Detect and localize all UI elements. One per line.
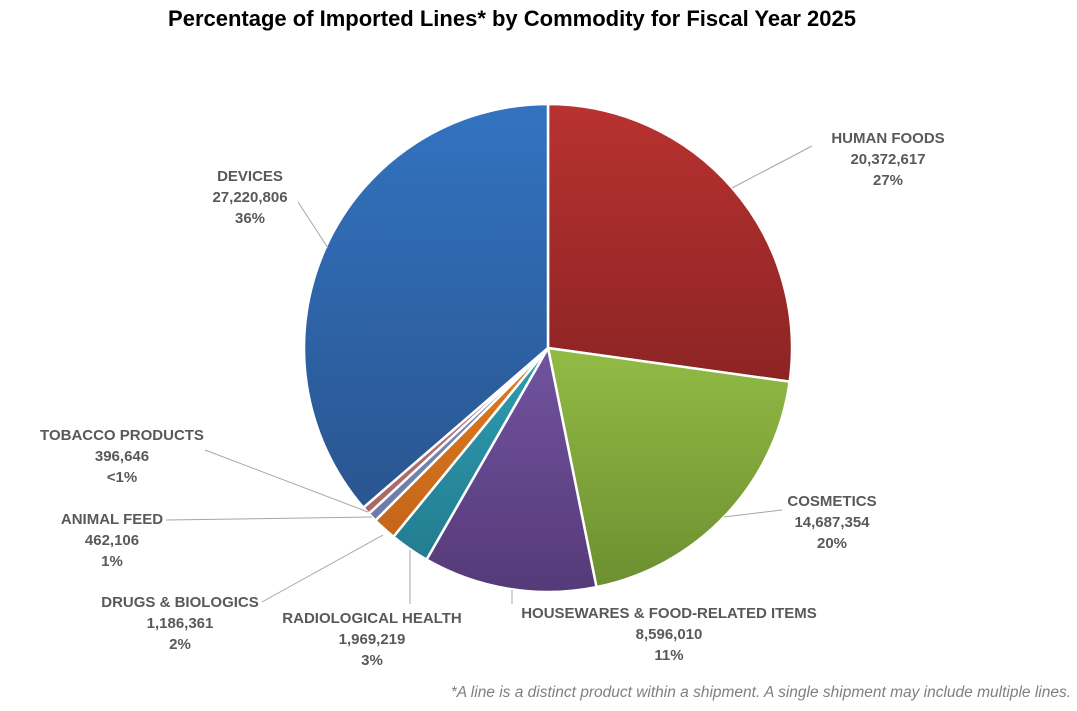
leader-line (165, 516, 373, 521)
data-label-pct-label: <1% (106, 469, 138, 486)
pie-slice-housewares-food-related-items (424, 344, 598, 594)
data-label-value-label: 14,687,354 (794, 514, 870, 531)
pie-slice-human-foods (546, 102, 794, 384)
data-label: TOBACCO PRODUCTS 396,646 <1% (40, 425, 204, 488)
leader-line (204, 449, 369, 513)
data-label: RADIOLOGICAL HEALTH 1,969,219 3% (282, 608, 461, 671)
data-label-pct-label: 27% (872, 172, 904, 189)
data-label: DRUGS & BIOLOGICS 1,186,361 2% (101, 592, 259, 655)
data-label-name: TOBACCO PRODUCTS (40, 427, 204, 444)
data-label-value-label: 1,969,219 (338, 631, 406, 648)
data-label-name: COSMETICS (787, 493, 877, 510)
data-label-pct-label: 3% (361, 652, 383, 669)
data-label-pct-label: 36% (234, 210, 266, 227)
leader-line (297, 201, 329, 249)
leader-line (261, 534, 384, 603)
data-label-value-label: 1,186,361 (146, 615, 214, 632)
data-label-value-label: 20,372,617 (850, 151, 926, 168)
data-label-name: RADIOLOGICAL HEALTH (282, 610, 462, 627)
data-label: ANIMAL FEED 462,106 1% (61, 509, 163, 572)
data-label: DEVICES 27,220,806 36% (212, 166, 287, 229)
data-label: HUMAN FOODS 20,372,617 27% (831, 128, 944, 191)
data-label-pct-label: 1% (101, 553, 123, 570)
data-label-name: HOUSEWARES & FOOD-RELATED ITEMS (521, 605, 817, 622)
pie-slice-cosmetics (546, 346, 792, 589)
leader-line (723, 509, 783, 518)
data-label-value-label: 396,646 (94, 448, 150, 465)
data-label-pct-label: 11% (654, 647, 684, 664)
chart-title: Percentage of Imported Lines* by Commodi… (168, 6, 856, 31)
data-label-name: HUMAN FOODS (831, 130, 945, 147)
data-label-value-label: 8,596,010 (635, 626, 703, 643)
data-label-name: DRUGS & BIOLOGICS (101, 594, 259, 611)
data-label: COSMETICS 14,687,354 20% (787, 491, 876, 554)
data-label-pct-label: 20% (816, 535, 848, 552)
pie-slice-devices (302, 102, 550, 510)
data-label-name: ANIMAL FEED (60, 511, 164, 528)
data-label-name: DEVICES (217, 168, 283, 185)
data-label-pct-label: 2% (169, 636, 191, 653)
data-label-value-label: 462,106 (84, 532, 140, 549)
footnote: *A line is a distinct product within a s… (450, 684, 1071, 701)
data-label-value-label: 27,220,806 (212, 189, 288, 206)
data-label: HOUSEWARES & FOOD-RELATED ITEMS 8,596,010… (521, 603, 817, 666)
leader-line (731, 145, 813, 189)
